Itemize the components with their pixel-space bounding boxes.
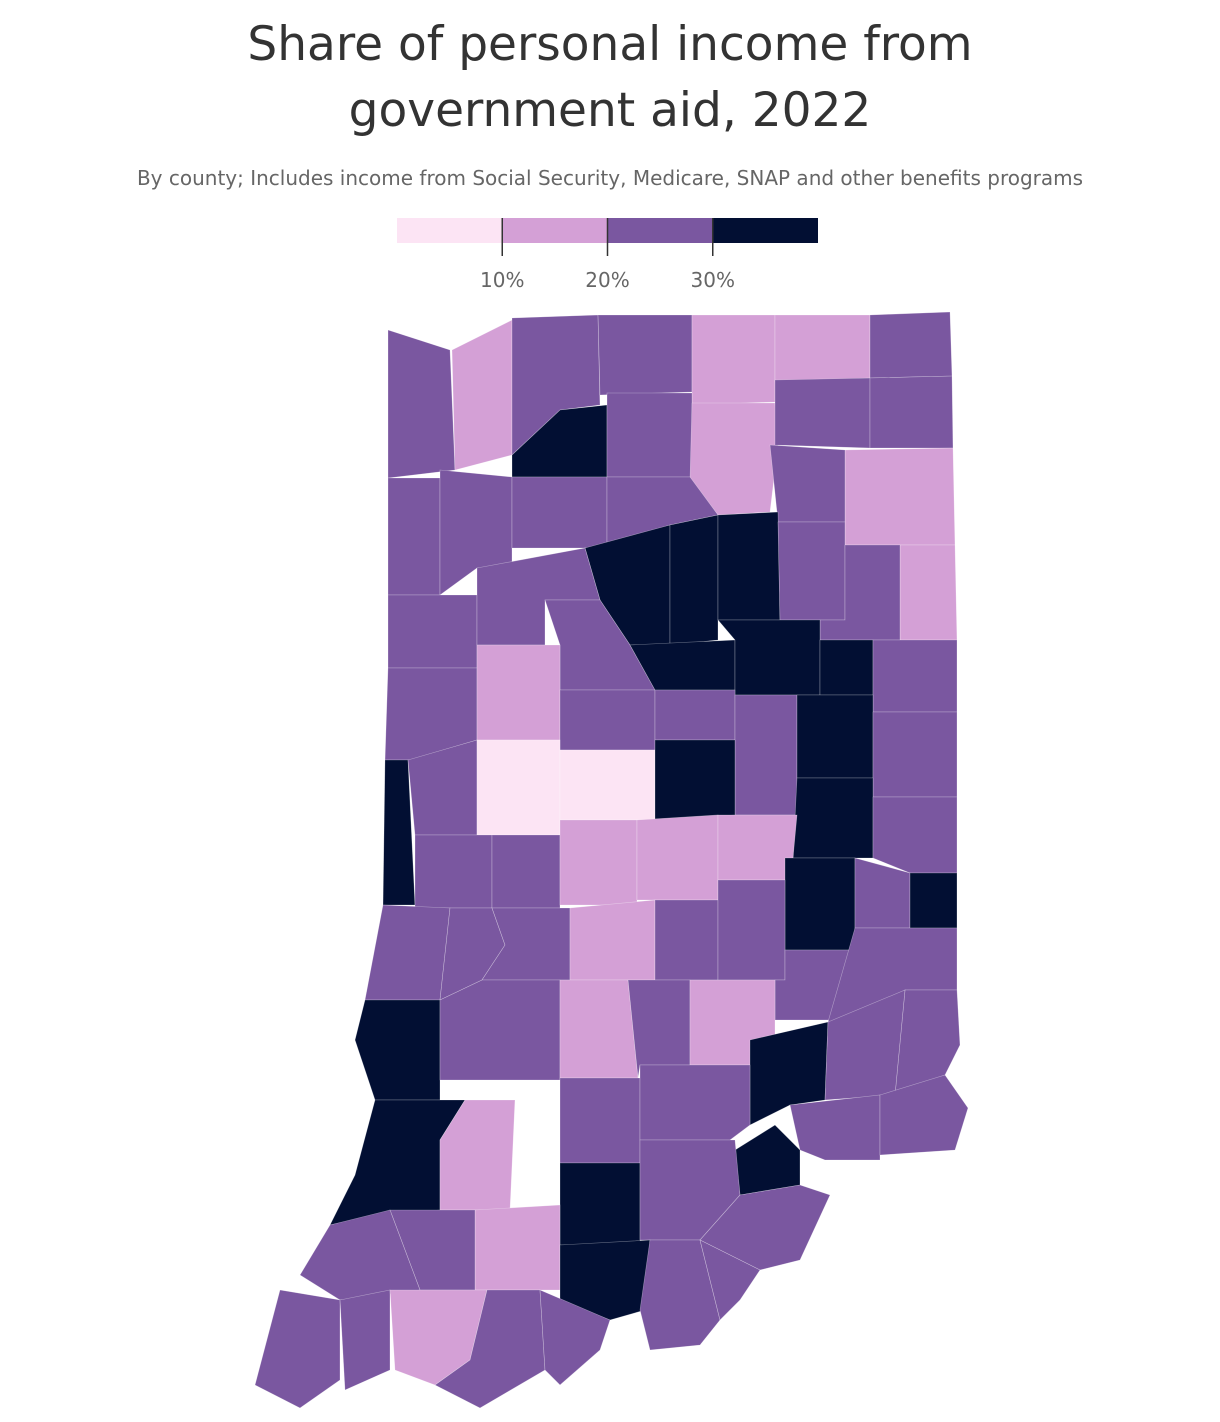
county [254, 1289, 341, 1409]
county [777, 521, 846, 621]
county [796, 694, 874, 779]
county [387, 477, 441, 596]
county [474, 1204, 561, 1291]
county [819, 639, 874, 696]
county [476, 644, 561, 741]
county [559, 819, 638, 906]
county [844, 447, 956, 546]
county [869, 311, 953, 379]
county [339, 1289, 391, 1391]
county [387, 329, 456, 479]
county [654, 689, 736, 741]
county [872, 711, 958, 798]
legend-tick-label: 10% [480, 268, 524, 292]
county [734, 1124, 801, 1196]
county [364, 904, 451, 1001]
county [639, 1064, 751, 1141]
county [559, 1239, 651, 1321]
county [451, 319, 513, 471]
county [387, 594, 478, 669]
county [476, 739, 561, 836]
county [539, 1289, 611, 1386]
county [439, 979, 561, 1081]
county [789, 1094, 881, 1161]
county [774, 377, 871, 449]
county [569, 899, 656, 981]
chart-title: Share of personal income from government… [247, 17, 973, 138]
county [909, 872, 958, 929]
county [792, 777, 874, 859]
county [769, 444, 846, 523]
legend-swatch [502, 218, 608, 243]
legend-swatch [712, 218, 818, 243]
county [872, 639, 958, 713]
county [774, 314, 871, 383]
county [354, 999, 441, 1101]
county [879, 1074, 969, 1156]
county [691, 314, 776, 406]
county [559, 749, 656, 821]
county [899, 544, 958, 641]
county [654, 739, 736, 821]
county [606, 392, 693, 478]
legend-swatch [397, 218, 503, 243]
county [872, 796, 958, 874]
county [654, 899, 719, 981]
county [559, 1077, 641, 1164]
county [511, 476, 608, 549]
county [894, 989, 961, 1096]
county [636, 814, 719, 901]
county [734, 694, 798, 816]
chart-subtitle: By county; Includes income from Social S… [136, 166, 1084, 190]
legend-tick-label: 20% [585, 268, 629, 292]
county [559, 1162, 641, 1246]
county [717, 511, 781, 621]
county [669, 514, 719, 646]
county [717, 879, 786, 981]
county [699, 1239, 761, 1321]
county [491, 834, 561, 909]
county [511, 314, 601, 456]
legend-swatch [607, 218, 713, 243]
county [784, 857, 856, 951]
county [627, 979, 691, 1079]
county [869, 375, 954, 449]
county [414, 834, 493, 909]
county [559, 689, 656, 751]
county [559, 979, 639, 1079]
legend-tick-label: 30% [691, 268, 735, 292]
county [597, 314, 693, 396]
